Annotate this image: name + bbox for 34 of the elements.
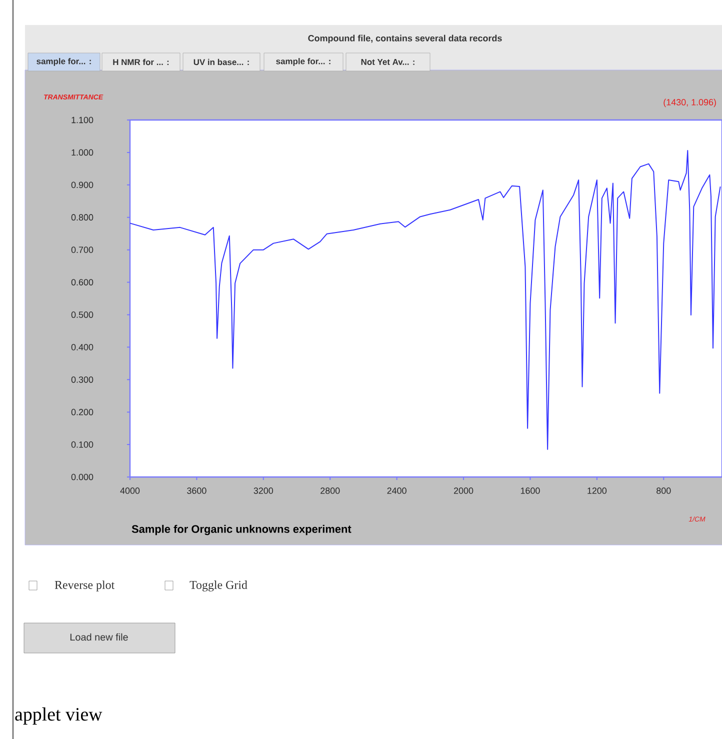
y-tick-label: 0.700 (71, 246, 94, 253)
x-tick-label: 3200 (254, 488, 274, 494)
x-tick-label: 2800 (320, 488, 340, 494)
text: applet view (15, 707, 102, 725)
x-tick-label: 1200 (588, 488, 607, 494)
y-tick-label: 0.100 (71, 441, 94, 448)
x-tick-label: 3600 (187, 488, 206, 494)
text: sample for... : (36, 58, 91, 66)
text: (1430, 1.096) (664, 98, 716, 108)
text: Compound file, contains several data records (308, 34, 502, 44)
y-tick-label: 0.400 (71, 344, 94, 350)
text: Toggle Grid (190, 580, 248, 592)
x-tick-label: 2000 (454, 488, 474, 494)
y-tick-label: 1.000 (72, 149, 94, 156)
text: sample for... : (276, 58, 330, 66)
text: H NMR for ... : (113, 58, 169, 66)
x-tick-label: 1600 (520, 488, 540, 494)
x-tick-label: 2400 (387, 488, 406, 494)
line-series (129, 150, 721, 450)
text: Reverse plot (54, 580, 115, 592)
text: Load new file (70, 633, 128, 641)
y-tick-label: 0.000 (71, 474, 94, 480)
text: Sample for Organic unknowns experiment (132, 524, 352, 536)
text: UV in base... : (194, 58, 249, 66)
y-tick-label: 0.500 (71, 312, 94, 318)
y-tick-label: 0.600 (71, 279, 94, 286)
y-tick-label: 0.800 (71, 214, 94, 221)
y-tick-label: 0.200 (71, 408, 94, 416)
x-tick-label: 800 (656, 488, 671, 494)
text: Not Yet Av... : (361, 59, 414, 65)
y-tick-label: 0.900 (71, 182, 94, 188)
y-tick-label: 1.100 (72, 116, 94, 124)
x-tick-label: 4000 (120, 488, 140, 494)
y-tick-label: 0.300 (71, 376, 94, 383)
